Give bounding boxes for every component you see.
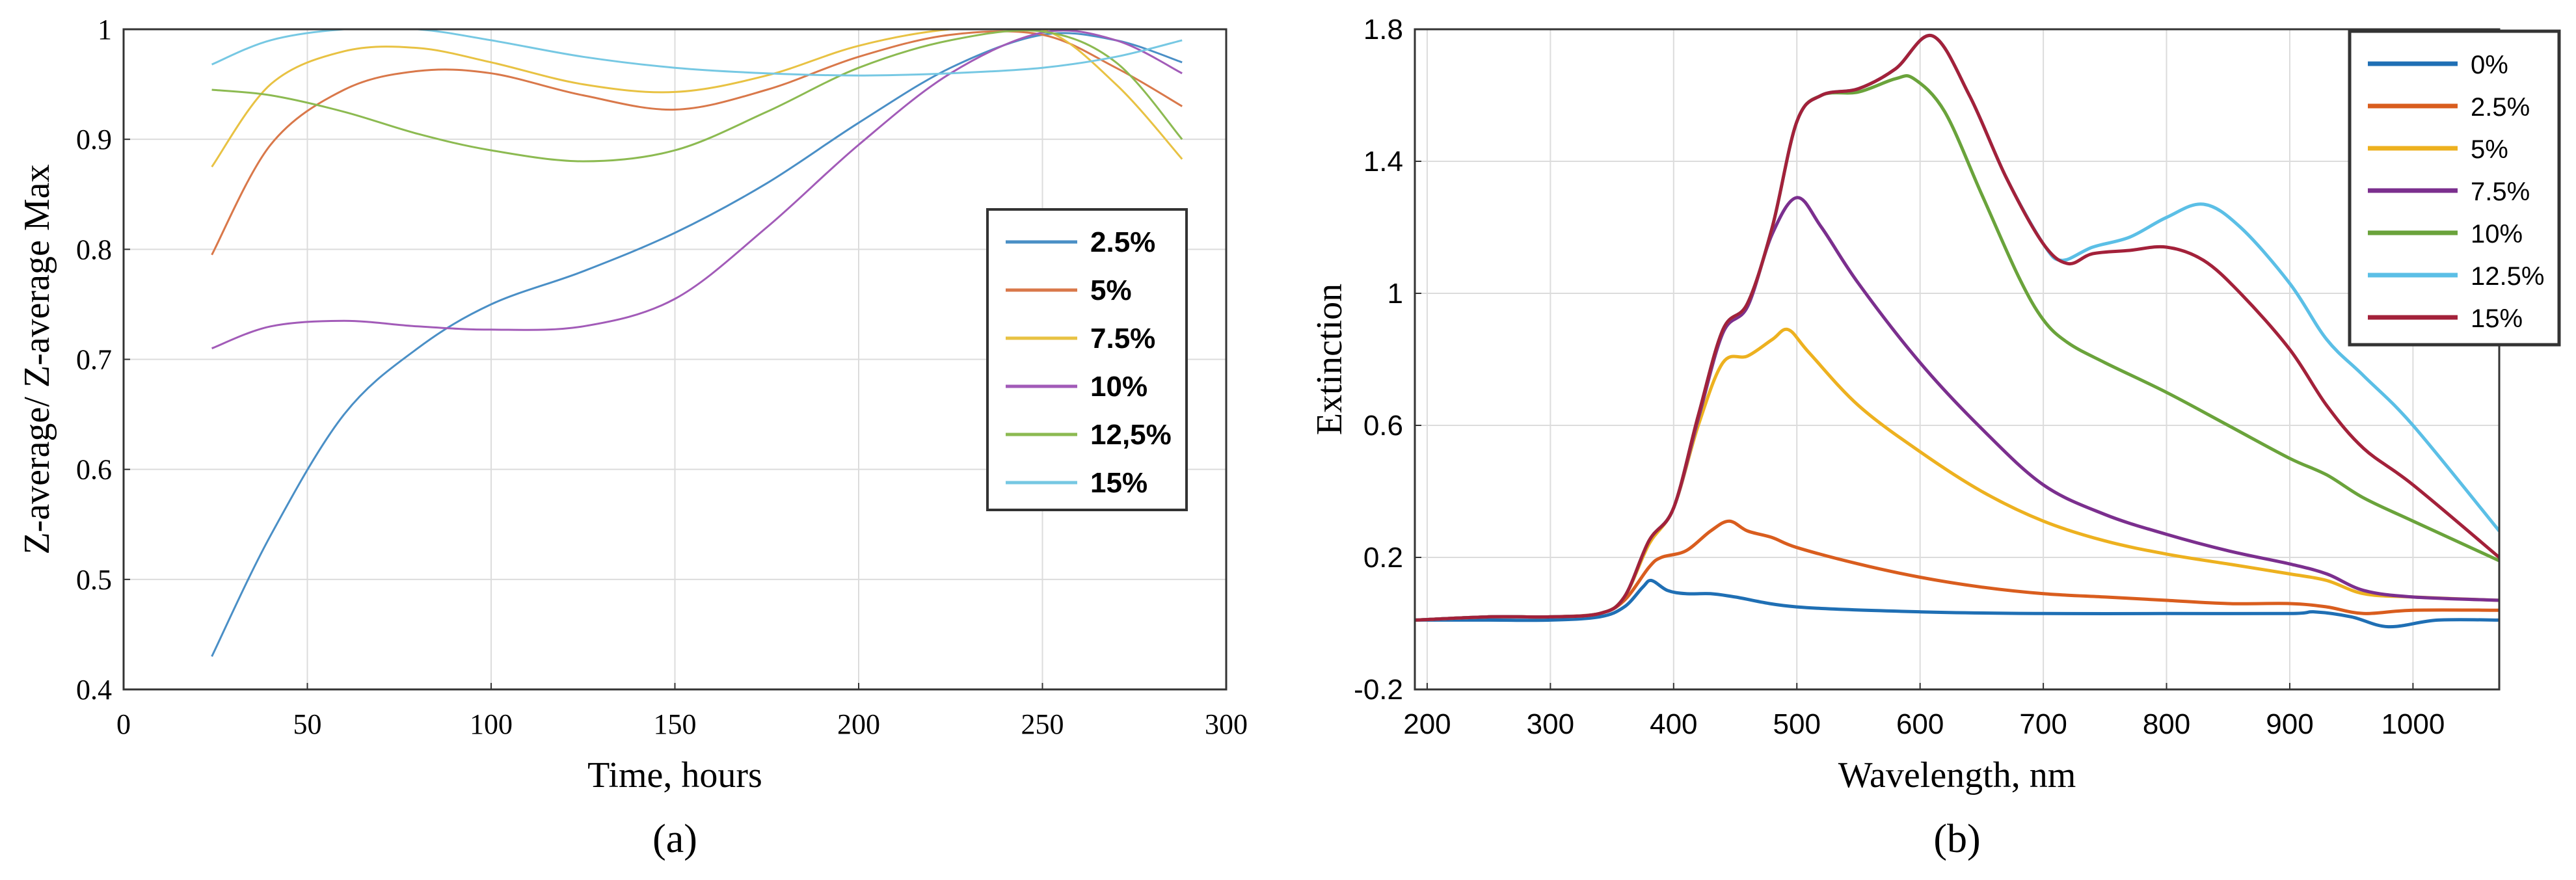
y-tick-label: 0.4	[76, 674, 112, 706]
series-lines	[211, 29, 1183, 657]
series-line-15	[211, 29, 1183, 77]
x-axis-title: Wavelength, nm	[1838, 755, 2076, 795]
y-tick-label: 0.8	[76, 233, 112, 265]
x-tick-label: 0	[116, 708, 131, 740]
legend-label: 5%	[2471, 135, 2508, 164]
legend-label: 0%	[2471, 51, 2508, 79]
panel-label: (b)	[1933, 817, 1980, 861]
legend-label: 15%	[1090, 467, 1147, 499]
legend-label: 5%	[1090, 274, 1132, 306]
y-tick-label: 0.7	[76, 344, 112, 376]
x-axis-title: Time, hours	[587, 755, 762, 795]
series-line-0	[1415, 578, 2499, 629]
legend-label: 2.5%	[1090, 226, 1155, 258]
x-tick-label: 1000	[2381, 708, 2445, 740]
y-tick-label: 0.2	[1363, 542, 1403, 574]
y-tick-label: -0.2	[1354, 674, 1403, 706]
y-axis-title: Z-average/ Z-average Max	[17, 164, 57, 554]
axes-frame	[1414, 28, 2501, 691]
y-tick-label: 1.4	[1363, 146, 1403, 178]
y-tick-label: 1	[98, 14, 112, 46]
x-tick-label: 250	[1021, 708, 1064, 740]
y-axis-title: Extinction	[1309, 284, 1350, 435]
x-tick-label: 200	[837, 708, 880, 740]
legend-label: 7.5%	[2471, 178, 2530, 206]
y-tick-label: 1	[1388, 278, 1403, 310]
x-tick-label: 300	[1205, 708, 1248, 740]
legend: 2.5% 5% 7.5% 10% 12,5% 15%	[986, 208, 1188, 511]
x-tick-label: 100	[470, 708, 513, 740]
x-tick-label: 900	[2266, 708, 2313, 740]
axes-frame	[122, 28, 1228, 691]
legend-label: 15%	[2471, 304, 2523, 333]
series-line-15	[1415, 34, 2499, 622]
legend-label: 2.5%	[2471, 93, 2530, 122]
legend-label: 10%	[2471, 220, 2523, 248]
series-line-2-5	[211, 32, 1183, 657]
legend-label: 7.5%	[1090, 323, 1155, 354]
legend-box	[986, 208, 1188, 511]
series-line-12-5	[211, 29, 1183, 163]
x-tick-label: 500	[1773, 708, 1821, 740]
x-tick-label: 50	[293, 708, 322, 740]
x-tick-label: 200	[1403, 708, 1451, 740]
x-tick-label: 700	[2019, 708, 2067, 740]
x-tick-label: 800	[2143, 708, 2190, 740]
x-tick-label: 400	[1650, 708, 1697, 740]
panel-label: (a)	[652, 817, 697, 861]
plot-area	[1415, 29, 2499, 689]
legend-label: 12,5%	[1090, 419, 1172, 451]
legend-label: 10%	[1090, 371, 1147, 403]
legend: 0% 2.5% 5% 7.5% 10% 12.5% 15%	[2348, 29, 2561, 347]
y-tick-label: 1.8	[1363, 14, 1403, 46]
chart-panel-a: 0 50 100 150 200 250 300 0.4 0.5 0.6 0.7 0.8 0.9 1 Tim…	[17, 14, 1248, 861]
x-tick-label: 300	[1527, 708, 1574, 740]
legend-box	[2348, 29, 2561, 347]
y-tick-label: 0.6	[76, 454, 112, 486]
series-line-10	[211, 29, 1183, 350]
y-tick-label: 0.6	[1363, 410, 1403, 442]
series-lines	[1415, 34, 2499, 629]
chart-panel-b: 200 300 400 500 600 700 800 900 1000 -0.2 0.2 0.6 1 1…	[1309, 14, 2561, 861]
y-tick-label: 0.9	[76, 124, 112, 155]
x-tick-label: 150	[654, 708, 697, 740]
y-tick-label: 0.5	[76, 564, 112, 596]
legend-label: 12.5%	[2471, 262, 2544, 291]
x-tick-label: 600	[1896, 708, 1944, 740]
